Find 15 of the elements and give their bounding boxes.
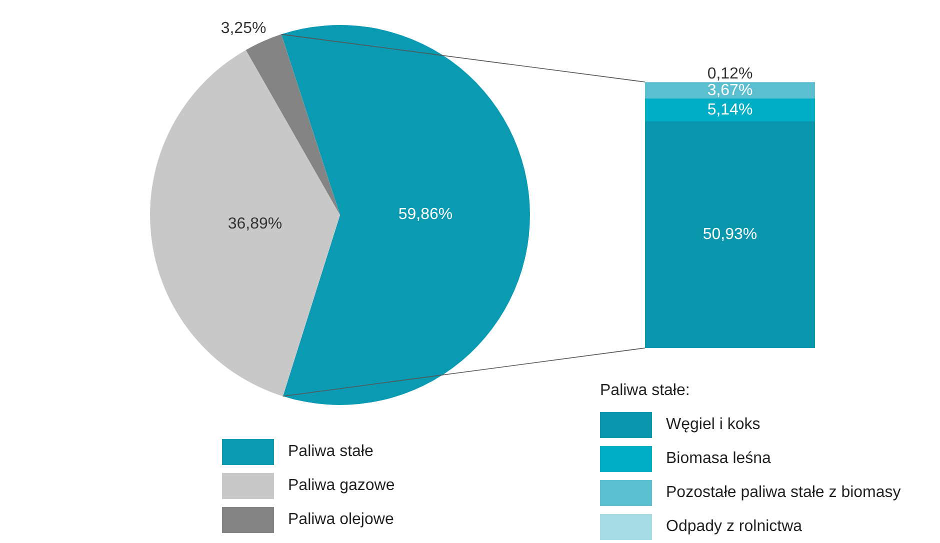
- data-label: 5,14%: [707, 102, 753, 119]
- legend-label: Węgiel i koks: [666, 416, 760, 434]
- data-label: 3,25%: [220, 20, 266, 37]
- legend-label: Odpady z rolnictwa: [666, 518, 802, 536]
- data-label: 59,86%: [398, 206, 453, 224]
- legend-label: Paliwa gazowe: [288, 477, 395, 495]
- data-label: 3,67%: [707, 82, 753, 100]
- legend-label: Paliwa stałe: [288, 443, 374, 461]
- legend-title: Paliwa stałe:: [600, 382, 691, 401]
- data-label: 0,12%: [707, 65, 753, 82]
- data-label: 36,89%: [228, 215, 282, 232]
- data-label: 50,93%: [702, 226, 758, 244]
- legend-label: Biomasa leśna: [666, 450, 771, 468]
- legend-label: Pozostałe paliwa stałe z biomasy: [666, 484, 901, 502]
- legend-label: Paliwa olejowe: [288, 511, 394, 529]
